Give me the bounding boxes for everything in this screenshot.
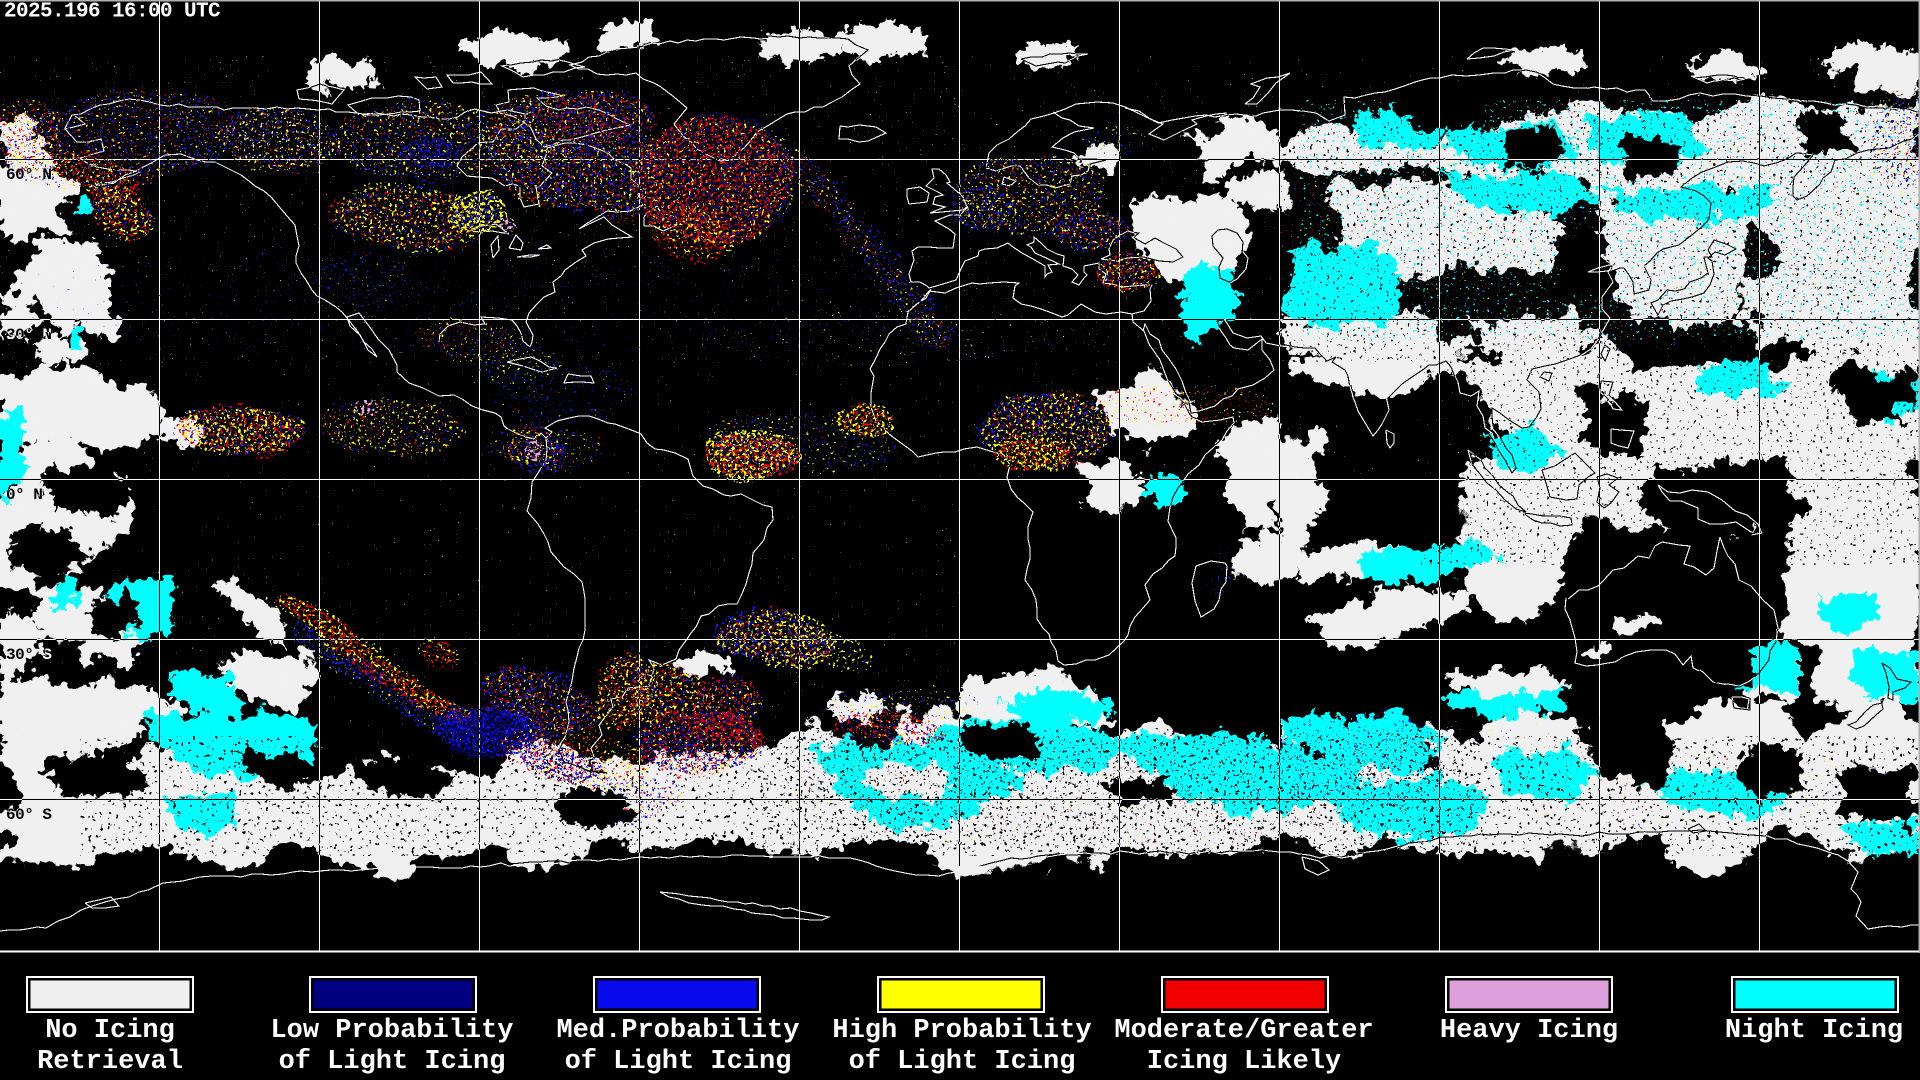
- svg-text:High Probability: High Probability: [832, 1016, 1091, 1046]
- svg-text:of Light Icing: of Light Icing: [565, 1047, 792, 1077]
- svg-text:Med.Probability: Med.Probability: [556, 1016, 799, 1046]
- svg-text:30° N: 30° N: [6, 326, 52, 344]
- svg-text:2025.196 16:00 UTC: 2025.196 16:00 UTC: [4, 1, 221, 24]
- svg-text:60° S: 60° S: [6, 806, 52, 824]
- svg-text:0° N: 0° N: [6, 486, 42, 504]
- svg-text:60° N: 60° N: [6, 166, 52, 184]
- svg-text:2025.196 16:00 UTC: 2025.196 16:00 UTC: [4, 1, 221, 24]
- svg-text:30° S: 30° S: [6, 646, 52, 664]
- svg-text:2025.196 16:00 UTC: 2025.196 16:00 UTC: [4, 1, 221, 24]
- svg-text:Moderate/Greater: Moderate/Greater: [1114, 1016, 1373, 1046]
- svg-text:60° N: 60° N: [6, 166, 52, 184]
- svg-text:of Light Icing: of Light Icing: [849, 1047, 1076, 1077]
- svg-text:Icing Likely: Icing Likely: [1147, 1047, 1341, 1077]
- svg-text:Retrieval: Retrieval: [37, 1047, 183, 1077]
- svg-text:No Icing: No Icing: [45, 1016, 175, 1046]
- svg-text:30° S: 30° S: [6, 646, 52, 664]
- svg-text:60° S: 60° S: [6, 806, 52, 824]
- svg-text:Low Probability: Low Probability: [270, 1016, 513, 1046]
- svg-text:Night Icing: Night Icing: [1725, 1016, 1903, 1046]
- svg-text:30° N: 30° N: [6, 326, 52, 344]
- svg-text:Heavy Icing: Heavy Icing: [1440, 1016, 1618, 1046]
- svg-text:of Light Icing: of Light Icing: [279, 1047, 506, 1077]
- svg-text:0° N: 0° N: [6, 486, 42, 504]
